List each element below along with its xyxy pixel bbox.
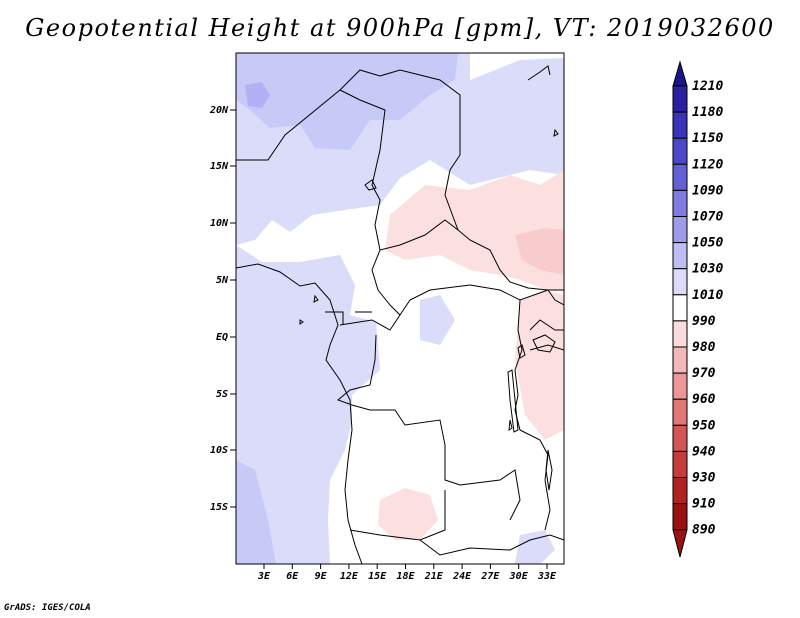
lon-tick-label: 18E — [396, 571, 415, 582]
colorbar-segment — [672, 242, 688, 270]
lat-tick-label: 5S — [216, 389, 228, 400]
country-borders — [236, 69, 564, 564]
colorbar-segment — [672, 320, 688, 348]
colorbar-level-label: 1120 — [692, 157, 723, 172]
lon-tick-label: 30E — [509, 571, 529, 582]
border-congo-west — [337, 314, 521, 521]
colorbar-segment — [672, 189, 688, 217]
lake-tana — [553, 128, 559, 137]
map-frame — [235, 52, 565, 565]
colorbar-segment — [672, 398, 688, 426]
colorbar-level-label: 910 — [692, 497, 716, 512]
lat-tick-label: 20N — [209, 105, 229, 116]
lat-tick-label: 10S — [210, 445, 228, 456]
border-gabon-gulf — [325, 311, 372, 325]
shading-high-southwest — [236, 460, 276, 564]
lon-tick-label: 15E — [368, 571, 387, 582]
colorbar-bottom-arrow — [672, 529, 688, 558]
colorbar-level-label: 1090 — [692, 183, 723, 198]
shading-high-center-patch — [420, 295, 455, 345]
lake-victoria — [532, 334, 556, 353]
border-south — [349, 490, 564, 556]
border-far-east — [544, 479, 551, 531]
island-sao-tome — [299, 319, 304, 325]
lon-tick-label: 27E — [480, 571, 500, 582]
colorbar-segment — [672, 477, 688, 505]
lat-tick-label: 10N — [210, 218, 229, 229]
colorbar-segment — [672, 450, 688, 478]
border-lakes — [514, 299, 549, 481]
lat-tick-label: 15N — [210, 161, 229, 172]
border-north-1 — [236, 69, 564, 291]
colorbar-level-label: 1030 — [692, 262, 723, 277]
lakes-and-islands — [299, 65, 559, 491]
colorbar-segment — [672, 137, 688, 165]
colorbar-segment — [672, 424, 688, 452]
colorbar-level-label: 1050 — [692, 236, 723, 251]
border-central-1 — [379, 219, 459, 251]
colorbar: 1210 1180 1150 1120 1090 1070 1050 1030 1010 990 9… — [672, 60, 723, 558]
shading-high-peak — [245, 82, 270, 108]
colorbar-segment — [672, 85, 688, 113]
lake-albert — [517, 344, 526, 359]
shading-low-south — [378, 488, 438, 540]
lon-tick-label: 33E — [537, 571, 557, 582]
shading-high-southeast — [515, 530, 555, 564]
colorbar-level-label: 1010 — [692, 288, 723, 303]
lon-tick-label: 6E — [286, 571, 299, 582]
latitude-axis: 20N 15N 10N 5N EQ 5S 10S 15S — [209, 105, 236, 513]
colorbar-segment — [672, 163, 688, 191]
border-east-1 — [529, 289, 564, 351]
lat-tick-label: EQ — [216, 332, 228, 343]
colorbar-top-arrow — [672, 60, 688, 87]
colorbar-segment — [672, 111, 688, 139]
colorbar-level-label: 1150 — [692, 131, 723, 146]
colorbar-level-label: 1210 — [692, 79, 723, 94]
island-bioko — [313, 294, 319, 303]
colorbar-segment — [672, 216, 688, 244]
lon-tick-label: 9E — [315, 571, 328, 582]
shading-high-north-strong — [236, 53, 458, 150]
colorbar-level-label: 1180 — [692, 105, 723, 120]
colorbar-segment — [672, 294, 688, 322]
colorbar-level-label: 930 — [692, 471, 716, 486]
lon-tick-label: 3E — [257, 571, 271, 582]
colorbar-level-label: 940 — [692, 444, 716, 459]
colorbar-level-label: 990 — [692, 314, 716, 329]
shading-low-east — [515, 228, 564, 275]
shading-low-northeast — [385, 170, 564, 290]
lat-tick-label: 15S — [210, 502, 228, 513]
colorbar-segment — [672, 268, 688, 296]
lake-chad — [364, 179, 377, 191]
colorbar-segment — [672, 372, 688, 400]
longitude-axis: 3E 6E 9E 12E 15E 18E 21E 24E 27E 30E 33E — [257, 564, 557, 582]
lake-kivu — [508, 419, 513, 432]
lat-tick-label: 5N — [216, 275, 229, 286]
coastline-west-africa — [236, 263, 363, 564]
colorbar-level-label: 950 — [692, 418, 716, 433]
colorbar-segment — [672, 503, 688, 531]
colorbar-segment — [672, 346, 688, 374]
colorbar-level-label: 970 — [692, 366, 716, 381]
lake-tanganyika — [507, 369, 519, 433]
colorbar-level-label: 980 — [692, 340, 716, 355]
lon-tick-label: 24E — [452, 571, 472, 582]
credit-text: GrADS: IGES/COLA — [4, 603, 91, 613]
colorbar-level-label: 960 — [692, 392, 716, 407]
border-north-2 — [339, 89, 401, 316]
colorbar-level-label: 890 — [692, 523, 716, 538]
red-sea-coast — [527, 65, 551, 81]
chart-title: Geopotential Height at 900hPa [gpm], VT:… — [25, 14, 775, 42]
lake-malawi — [545, 449, 553, 491]
map-panel — [236, 53, 564, 564]
lon-tick-label: 21E — [424, 571, 444, 582]
lon-tick-label: 12E — [340, 571, 359, 582]
colorbar-level-label: 1070 — [692, 210, 723, 225]
